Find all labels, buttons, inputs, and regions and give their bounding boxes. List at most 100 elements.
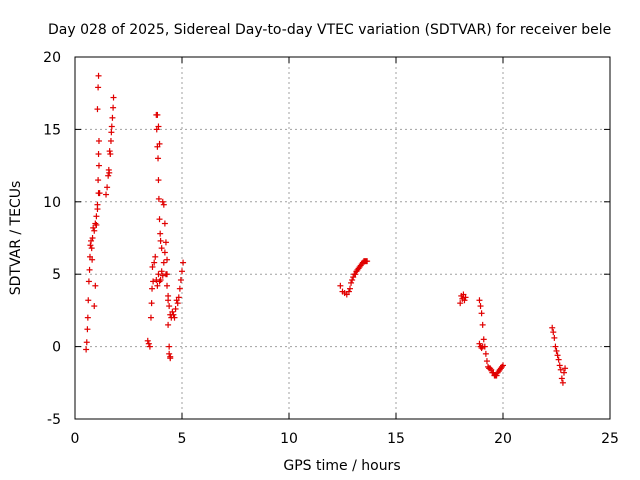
data-point: [552, 343, 559, 350]
data-point: [457, 300, 464, 307]
data-point: [146, 343, 153, 350]
data-point: [87, 242, 94, 249]
data-point: [479, 343, 486, 350]
x-tick-label: 25: [601, 431, 619, 447]
data-point: [86, 266, 93, 273]
x-tick-label: 20: [494, 431, 512, 447]
x-axis-label: GPS time / hours: [283, 458, 400, 474]
data-point: [103, 191, 110, 198]
data-point: [560, 369, 567, 376]
data-point: [477, 303, 484, 310]
data-point: [161, 249, 168, 256]
y-tick-label: 20: [43, 50, 61, 66]
data-point: [155, 155, 162, 162]
data-point: [88, 245, 95, 252]
data-point: [144, 337, 151, 344]
y-axis-label: SDTVAR / TECUs: [8, 181, 24, 296]
data-point: [155, 271, 162, 278]
data-point: [110, 104, 117, 111]
data-point: [89, 235, 96, 241]
data-point: [150, 278, 157, 285]
data-point: [551, 334, 558, 341]
data-point: [345, 288, 352, 295]
data-point: [176, 285, 183, 292]
data-point: [480, 336, 487, 343]
data-point: [106, 148, 113, 155]
data-point: [149, 285, 156, 292]
data-point: [156, 216, 163, 223]
data-point: [105, 172, 112, 179]
data-point: [107, 151, 114, 158]
data-point: [562, 365, 569, 372]
data-point: [170, 311, 177, 318]
y-tick-label: 5: [52, 267, 61, 283]
data-point: [165, 321, 172, 328]
data-point: [84, 314, 91, 321]
data-point: [559, 379, 566, 386]
data-point: [349, 276, 356, 283]
data-point: [95, 177, 102, 184]
x-tick-label: 15: [387, 431, 405, 447]
data-point: [85, 297, 92, 304]
data-point: [85, 278, 92, 285]
data-point: [155, 195, 162, 202]
data-point: [174, 300, 181, 307]
data-point: [83, 346, 90, 353]
data-point: [352, 271, 359, 278]
data-point: [158, 268, 165, 275]
data-point: [95, 72, 102, 79]
data-point: [95, 84, 102, 91]
data-point: [476, 340, 483, 347]
data-point: [482, 350, 489, 357]
data-point: [93, 221, 100, 228]
data-point: [89, 256, 96, 263]
data-point: [152, 253, 159, 260]
data-point: [109, 114, 116, 121]
data-point: [478, 310, 485, 317]
data-point: [159, 198, 166, 205]
data-point: [160, 201, 167, 208]
data-point: [558, 375, 565, 382]
data-point: [159, 272, 166, 279]
ticks-layer: 0 5 10 15 20 25 -5 0 5 10 15 20: [43, 50, 619, 447]
data-point: [83, 339, 90, 346]
data-point: [92, 282, 99, 289]
x-tick-label: 5: [178, 431, 187, 447]
chart-title: Day 028 of 2025, Sidereal Day-to-day VTE…: [48, 22, 611, 38]
y-tick-label: 15: [43, 122, 61, 138]
y-tick-label: -5: [47, 412, 61, 428]
data-point: [556, 362, 563, 369]
data-point: [156, 140, 163, 147]
data-point: [554, 352, 561, 359]
data-point: [179, 268, 185, 275]
data-point: [160, 259, 167, 266]
data-point: [157, 276, 164, 283]
data-point: [91, 227, 98, 234]
data-point: [461, 297, 468, 304]
data-point: [94, 201, 101, 208]
data-point: [167, 353, 174, 360]
data-point: [93, 213, 100, 220]
data-point: [95, 151, 102, 158]
data-point: [90, 224, 97, 231]
data-point: [476, 297, 483, 304]
data-point: [550, 329, 557, 336]
data-point: [145, 340, 152, 347]
data-point: [169, 308, 176, 315]
x-tick-label: 10: [280, 431, 298, 447]
data-point: [161, 220, 168, 227]
data-point: [172, 305, 179, 312]
data-point: [483, 358, 490, 365]
data-point: [553, 347, 560, 354]
data-point: [164, 282, 171, 289]
data-point: [175, 294, 182, 301]
data-point: [337, 282, 344, 289]
data-point: [164, 271, 171, 278]
y-tick-label: 0: [52, 340, 61, 356]
data-point: [151, 259, 158, 266]
data-point: [166, 350, 173, 357]
data-point: [157, 230, 164, 237]
data-point: [149, 263, 156, 270]
data-point: [110, 94, 117, 101]
data-point: [462, 294, 469, 301]
